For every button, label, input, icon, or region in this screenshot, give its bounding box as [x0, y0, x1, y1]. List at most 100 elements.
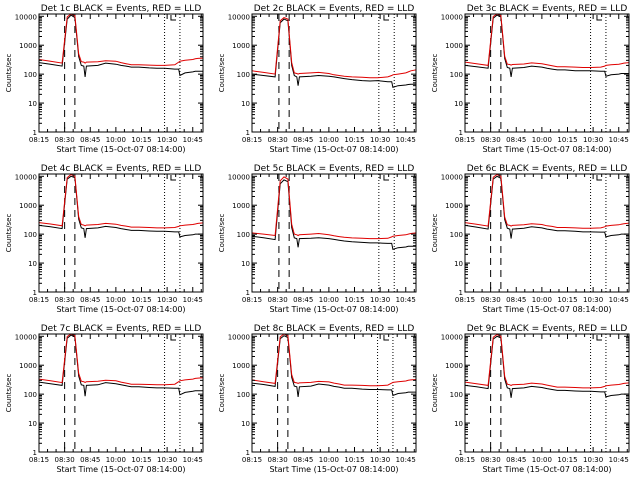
- panel-det-5: Det 5c BLACK = Events, RED = LLD Counts/s…: [218, 164, 417, 314]
- panel-title: Det 3c BLACK = Events, RED = LLD: [467, 4, 628, 14]
- y-tick-label: 1000: [232, 202, 250, 210]
- y-tick-label: 1: [246, 129, 250, 137]
- y-tick-label: 1: [33, 289, 37, 297]
- y-axis-label: Counts/sec: [431, 54, 439, 93]
- series-line-events: [465, 175, 629, 239]
- y-tick-label: 10000: [228, 173, 250, 181]
- series-group: [465, 334, 629, 398]
- series-line-events: [465, 14, 629, 77]
- y-tick-label: 10000: [228, 13, 250, 21]
- y-tick-label: 10: [241, 100, 250, 108]
- y-axis-label: Counts/sec: [431, 214, 439, 253]
- x-tick-label: 10:15: [557, 136, 577, 144]
- x-tick-label: 10:15: [344, 136, 364, 144]
- x-tick-label: 10:45: [396, 136, 416, 144]
- bracket-marker: [383, 15, 389, 21]
- x-tick-label: 10:00: [532, 136, 552, 144]
- x-tick-label: 10:15: [344, 296, 364, 304]
- y-tick-label: 10: [241, 260, 250, 268]
- y-tick-label: 1000: [232, 42, 250, 50]
- x-tick-label: 10:00: [319, 456, 339, 464]
- series-group: [39, 14, 203, 77]
- bracket-marker: [170, 15, 176, 21]
- x-tick-label: 08:45: [506, 296, 526, 304]
- bracket-marker: [596, 175, 602, 181]
- x-tick-label: 10:45: [396, 296, 416, 304]
- series-group: [465, 174, 629, 239]
- panel-title: Det 5c BLACK = Events, RED = LLD: [254, 164, 415, 174]
- panel-title: Det 7c BLACK = Events, RED = LLD: [41, 324, 202, 334]
- x-tick-label: 08:15: [242, 136, 262, 144]
- panel-det-7: Det 7c BLACK = Events, RED = LLD Counts/s…: [5, 324, 204, 474]
- y-tick-label: 100: [24, 391, 37, 399]
- series-line-lld: [465, 14, 629, 68]
- x-tick-label: 08:45: [80, 136, 100, 144]
- y-tick-label: 1000: [19, 362, 37, 370]
- x-axis-label: Start Time (15-Oct-07 08:14:00): [269, 145, 398, 154]
- x-tick-label: 08:15: [455, 456, 475, 464]
- bracket-marker: [596, 15, 602, 21]
- bracket-marker: [383, 175, 389, 181]
- x-tick-label: 10:30: [583, 296, 603, 304]
- y-tick-label: 100: [450, 71, 463, 79]
- x-tick-label: 08:30: [268, 136, 288, 144]
- y-tick-label: 10: [28, 260, 37, 268]
- y-tick-label: 1: [33, 449, 37, 457]
- series-line-lld: [465, 174, 629, 229]
- y-axis-label: Counts/sec: [5, 54, 13, 93]
- x-tick-label: 10:15: [557, 456, 577, 464]
- y-tick-label: 10: [454, 100, 463, 108]
- x-tick-label: 10:15: [557, 296, 577, 304]
- series-line-lld: [252, 176, 416, 240]
- x-tick-label: 10:45: [609, 136, 629, 144]
- x-tick-label: 10:45: [183, 136, 203, 144]
- y-tick-label: 1: [459, 449, 463, 457]
- panel-det-8: Det 8c BLACK = Events, RED = LLD Counts/s…: [218, 324, 417, 474]
- plot-frame: [464, 173, 630, 293]
- x-tick-label: 08:30: [481, 296, 501, 304]
- y-tick-label: 100: [237, 71, 250, 79]
- panel-title: Det 9c BLACK = Events, RED = LLD: [467, 324, 628, 334]
- series-line-lld: [39, 14, 203, 66]
- y-tick-label: 1000: [445, 362, 463, 370]
- x-tick-label: 10:45: [609, 296, 629, 304]
- y-tick-label: 1: [459, 289, 463, 297]
- x-tick-label: 08:15: [29, 456, 49, 464]
- series-group: [252, 17, 416, 88]
- x-tick-label: 10:00: [319, 296, 339, 304]
- plot-frame: [38, 333, 204, 453]
- plot-frame: [464, 13, 630, 133]
- y-tick-label: 10: [454, 260, 463, 268]
- x-tick-label: 08:45: [506, 456, 526, 464]
- x-tick-label: 10:45: [609, 456, 629, 464]
- bracket-marker: [596, 335, 602, 341]
- x-tick-label: 08:30: [55, 136, 75, 144]
- x-tick-label: 08:15: [29, 296, 49, 304]
- x-tick-label: 10:30: [157, 456, 177, 464]
- x-tick-label: 10:45: [183, 296, 203, 304]
- plot-frame: [38, 173, 204, 293]
- panel-det-2: Det 2c BLACK = Events, RED = LLD Counts/s…: [218, 4, 417, 154]
- x-tick-label: 10:30: [370, 136, 390, 144]
- plot-frame: [251, 333, 417, 453]
- x-tick-label: 10:45: [183, 456, 203, 464]
- x-tick-label: 10:30: [370, 456, 390, 464]
- y-tick-label: 1: [33, 129, 37, 137]
- x-tick-label: 08:15: [455, 136, 475, 144]
- x-tick-label: 10:30: [157, 136, 177, 144]
- x-tick-label: 08:30: [268, 296, 288, 304]
- x-tick-label: 08:45: [80, 296, 100, 304]
- series-group: [465, 14, 629, 77]
- x-tick-label: 08:15: [242, 296, 262, 304]
- y-tick-label: 1000: [445, 42, 463, 50]
- series-group: [39, 334, 203, 397]
- plot-frame: [38, 13, 204, 133]
- series-line-lld: [39, 174, 203, 229]
- x-tick-label: 08:45: [506, 136, 526, 144]
- y-tick-label: 1000: [232, 362, 250, 370]
- x-tick-label: 10:30: [583, 456, 603, 464]
- panel-det-9: Det 9c BLACK = Events, RED = LLD Counts/s…: [431, 324, 630, 474]
- x-tick-label: 10:00: [319, 136, 339, 144]
- x-tick-label: 08:30: [481, 136, 501, 144]
